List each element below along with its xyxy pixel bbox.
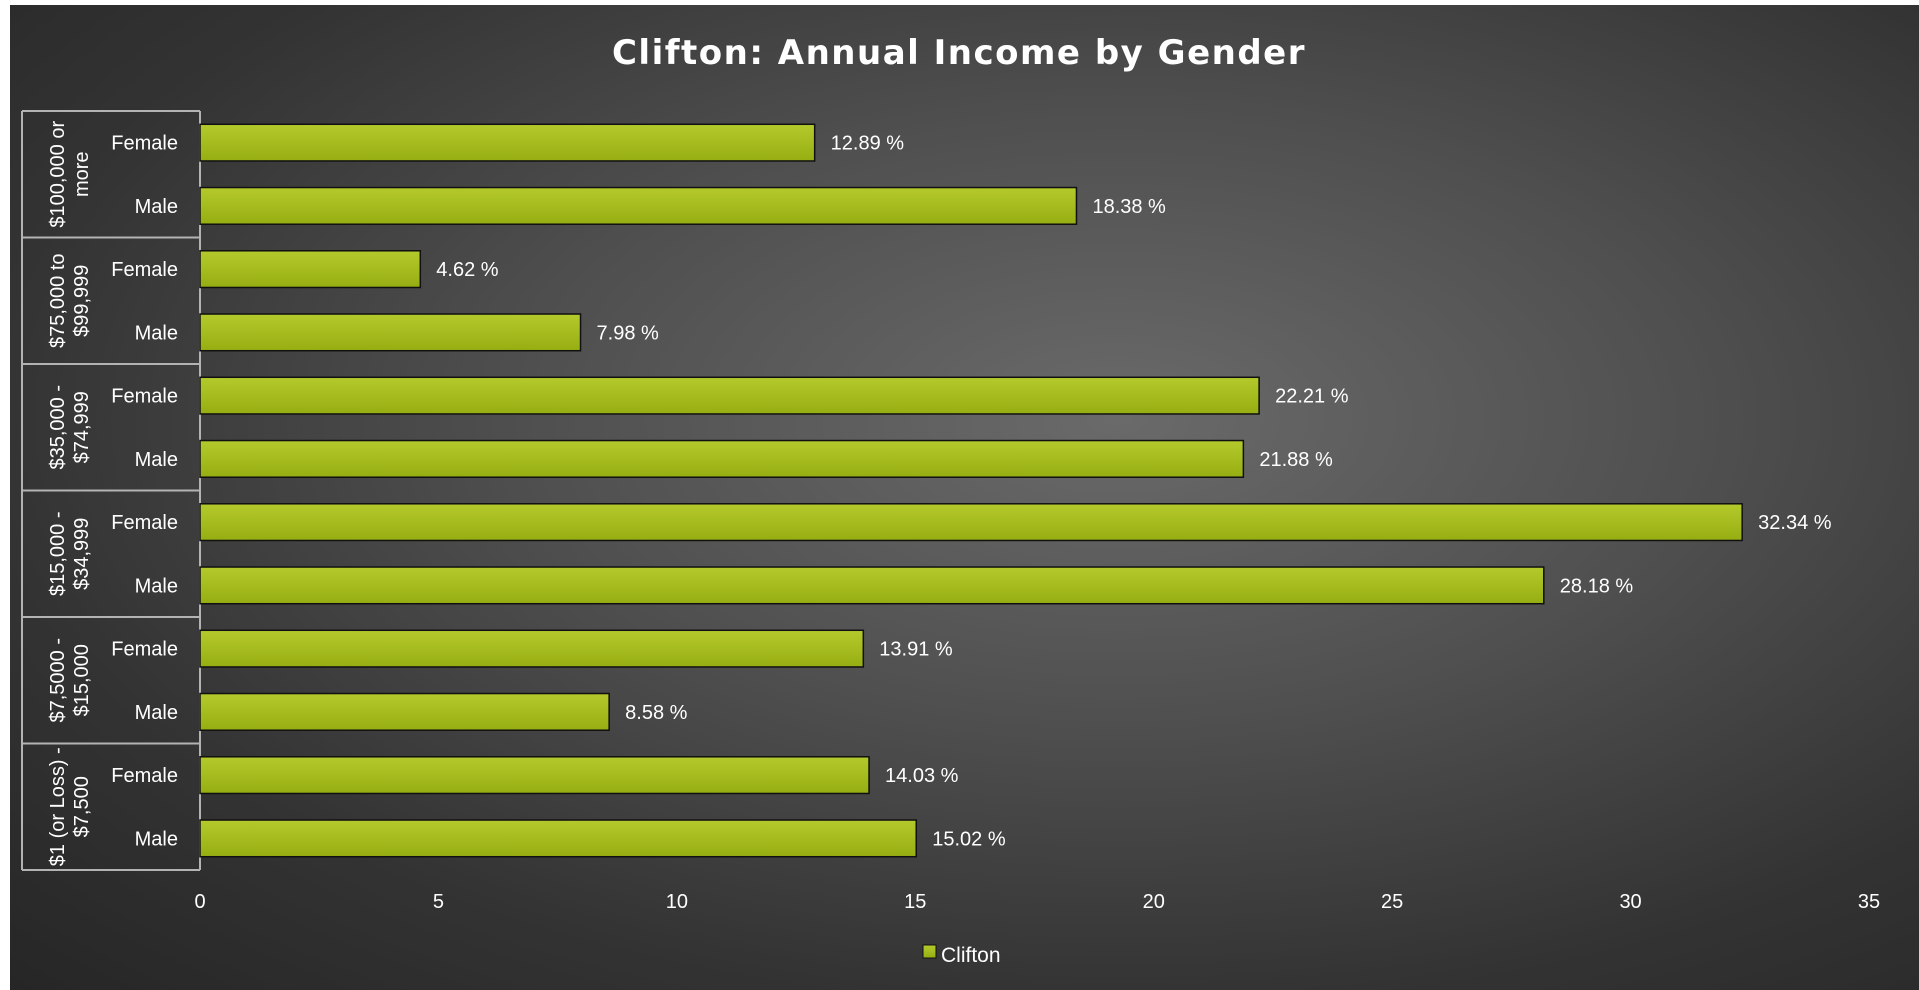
bar [199, 313, 582, 352]
gender-category-label: Male [135, 322, 178, 344]
bar [199, 629, 865, 668]
income-group-label-line: $15,000 - [47, 511, 69, 596]
bar [199, 566, 1545, 605]
bar-value-label: 8.58 % [625, 702, 687, 724]
income-group-label-line: $35,000 - [47, 385, 69, 470]
x-axis-tick-label: 20 [1143, 891, 1165, 913]
income-group-label: $1 (or Loss) - $7,500 [47, 747, 93, 866]
bar [199, 819, 917, 858]
gender-category-label: Female [111, 639, 178, 661]
gender-category-label: Female [111, 386, 178, 408]
gender-category-label: Female [111, 765, 178, 787]
income-group-label: $100,000 or more [47, 121, 93, 228]
income-group-label-line: $1 (or Loss) - [47, 747, 69, 866]
chart-title: Clifton: Annual Income by Gender [612, 33, 1306, 73]
bar-value-label: 13.91 % [879, 639, 953, 661]
x-axis-tick-label: 10 [666, 891, 688, 913]
income-group-label-line: $34,999 [71, 518, 93, 590]
income-group-label: $75,000 to $99,999 [47, 253, 93, 348]
x-axis-tick-label: 35 [1858, 891, 1880, 913]
income-group-label-line: $100,000 or [47, 121, 69, 228]
income-group-label: $7,5000 - $15,000 [47, 638, 93, 723]
gender-category-label: Male [135, 702, 178, 724]
bar-value-label: 7.98 % [597, 322, 659, 344]
x-axis-tick-label: 30 [1619, 891, 1641, 913]
legend-swatch [922, 944, 937, 959]
income-group-label-line: more [71, 151, 93, 197]
chart-legend: Clifton [922, 944, 1001, 967]
bar-value-label: 4.62 % [436, 259, 498, 281]
bar-value-label: 18.38 % [1092, 196, 1166, 218]
bar-value-label: 32.34 % [1758, 512, 1832, 534]
gender-category-label: Male [135, 575, 178, 597]
bar-value-label: 15.02 % [932, 828, 1006, 850]
gender-category-label: Male [135, 449, 178, 471]
gender-category-label: Male [135, 196, 178, 218]
x-axis-tick-label: 25 [1381, 891, 1403, 913]
income-group-label-line: $99,999 [71, 265, 93, 337]
gender-category-label: Female [111, 512, 178, 534]
bar-value-label: 22.21 % [1275, 386, 1349, 408]
bar [199, 376, 1260, 415]
income-group-label: $35,000 - $74,999 [47, 385, 93, 470]
x-axis-tick-label: 5 [433, 891, 444, 913]
income-group-label-line: $74,999 [71, 391, 93, 463]
gender-category-label: Female [111, 133, 178, 155]
bar [199, 186, 1078, 225]
x-axis-tick-label: 15 [904, 891, 926, 913]
bar-value-label: 12.89 % [831, 133, 905, 155]
bar-value-label: 21.88 % [1259, 449, 1333, 471]
gender-category-label: Female [111, 259, 178, 281]
income-group-label-line: $7,5000 - [47, 638, 69, 723]
income-group-label-line: $75,000 to [47, 253, 69, 348]
bar [199, 756, 870, 795]
bar [199, 439, 1245, 478]
bar [199, 692, 610, 731]
bar [199, 503, 1743, 542]
income-group-label: $15,000 - $34,999 [47, 511, 93, 596]
income-group-label-line: $15,000 [71, 644, 93, 716]
income-group-label-line: $7,500 [71, 776, 93, 837]
gender-category-label: Male [135, 828, 178, 850]
bar-value-label: 28.18 % [1560, 575, 1634, 597]
bar-value-label: 14.03 % [885, 765, 959, 787]
x-axis-tick-label: 0 [194, 891, 205, 913]
legend-label: Clifton [941, 944, 1001, 967]
bar [199, 123, 816, 162]
bar [199, 250, 422, 289]
